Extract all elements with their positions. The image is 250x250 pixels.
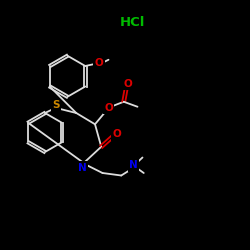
Text: O: O <box>123 78 132 88</box>
Text: N: N <box>130 160 138 170</box>
Text: S: S <box>52 100 60 110</box>
Text: HCl: HCl <box>120 16 145 29</box>
Text: N: N <box>78 162 87 172</box>
Text: O: O <box>104 103 113 113</box>
Text: O: O <box>112 129 122 139</box>
Text: O: O <box>95 58 104 68</box>
